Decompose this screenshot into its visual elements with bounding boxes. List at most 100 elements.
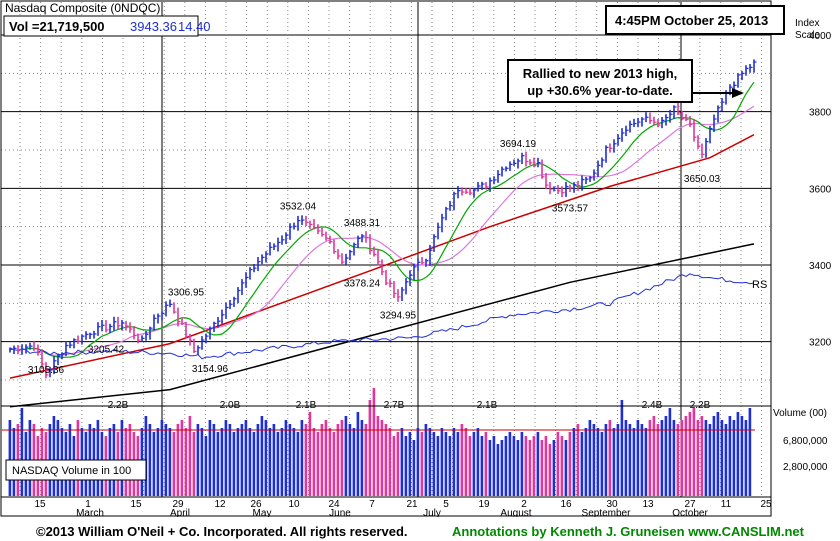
volume-bar [352, 428, 356, 496]
x-day-label: 24 [328, 499, 340, 510]
rs-label: RS [752, 279, 767, 291]
volume-bar [476, 428, 480, 496]
volume-bar [416, 428, 420, 496]
price-point-label: 3294.95 [380, 310, 417, 321]
x-day-label: 7 [369, 499, 375, 510]
x-month-label: April [170, 508, 190, 517]
volume-bar [596, 428, 600, 496]
y-tick-label: 3200 [809, 338, 832, 349]
volume-bar [160, 420, 164, 496]
volume-bar [460, 424, 464, 496]
volume-bar [232, 432, 236, 496]
x-month-label: September [582, 508, 632, 517]
volume-bar [356, 412, 360, 496]
price-point-label: 3573.57 [552, 203, 589, 214]
volume-bar [496, 444, 500, 496]
price-point-label: 3205.42 [88, 345, 125, 356]
volume-bar [184, 428, 188, 496]
volume-bar [328, 428, 332, 496]
volume-bar [516, 440, 520, 496]
volume-bar [608, 420, 612, 496]
volume-bar [512, 436, 516, 496]
volume-bar [712, 416, 716, 496]
volume-bar [276, 432, 280, 496]
volume-bar [348, 424, 352, 496]
volume-bar [732, 420, 736, 496]
volume-bar [288, 424, 292, 496]
x-day-label: 15 [130, 499, 142, 510]
x-day-label: 15 [34, 499, 46, 510]
volume-bar [676, 424, 680, 496]
volume-bar [624, 420, 628, 496]
x-day-label: 1 [85, 499, 91, 510]
volume-bar [208, 420, 212, 496]
volume-bar [632, 428, 636, 496]
volume-bar [520, 432, 524, 496]
volume-bar [52, 416, 56, 496]
volume-bar [576, 424, 580, 496]
volume-bar [564, 440, 568, 496]
volume-bar [612, 428, 616, 496]
volume-bar [152, 432, 156, 496]
volume-bar [8, 420, 12, 496]
price-point-label: 3378.24 [344, 278, 381, 289]
volume-bar [196, 424, 200, 496]
x-day-label: 29 [172, 499, 184, 510]
volume-bar [420, 432, 424, 496]
ma200-line [9, 243, 755, 408]
volume-bar [560, 436, 564, 496]
price-change: 14.40 [178, 19, 211, 34]
x-day-label: 11 [721, 499, 732, 510]
volume-bar [696, 420, 700, 496]
volume-bar [396, 432, 400, 496]
volume-bar [492, 436, 496, 496]
volume-bar [580, 432, 584, 496]
volume-bar [432, 432, 436, 496]
volume-panel-label-box [5, 459, 147, 481]
volume-bar [172, 432, 176, 496]
volume-bar [220, 428, 224, 496]
x-month-label: July [423, 508, 441, 517]
annotation-line-2: up +30.6% year-to-date. [527, 83, 673, 98]
quote-box [3, 15, 199, 37]
volume-bar [324, 420, 328, 496]
volume-bar [372, 388, 376, 496]
volume-bar [656, 424, 660, 496]
timestamp-box [605, 5, 785, 35]
y-tick-label: 3400 [809, 261, 832, 272]
volume-bar [384, 424, 388, 496]
volume-bar [692, 408, 696, 496]
volume-bar [688, 412, 692, 496]
x-month-label: June [329, 508, 351, 517]
volume-bar [340, 420, 344, 496]
x-day-label: 25 [760, 499, 772, 510]
annotations-credit: Annotations by Kenneth J. Gruneisen www.… [452, 524, 804, 539]
copyright-notice: ©2013 William O'Neil + Co. Incorporated.… [36, 524, 408, 539]
volume-bar [524, 436, 528, 496]
volume-bar [168, 428, 172, 496]
volume-bar [488, 440, 492, 496]
index-scale-label-2: Scale [795, 30, 820, 41]
volume-bar [680, 420, 684, 496]
volume-bar [456, 432, 460, 496]
price-point-label: 3488.31 [344, 218, 381, 229]
y-tick-label: 3600 [809, 184, 832, 195]
volume-readout: Vol =21,719,500 [9, 19, 105, 34]
volume-bar [164, 424, 168, 496]
volume-bar [224, 420, 228, 496]
volume-bar [604, 424, 608, 496]
volume-bar [740, 416, 744, 496]
volume-bar [720, 420, 724, 496]
volume-bar [360, 420, 364, 496]
volume-bar [528, 440, 532, 496]
volume-bar [508, 432, 512, 496]
volume-bar [188, 416, 192, 496]
volume-bar [700, 416, 704, 496]
volume-bar [540, 440, 544, 496]
annotation-line-1: Rallied to new 2013 high, [523, 66, 678, 81]
volume-bar [120, 420, 124, 496]
y-tick-label: 3800 [809, 108, 832, 119]
volume-bar [640, 424, 644, 496]
chart-labels: 3105.36 3205.42 3306.95 3154.96 3532.04 3378.… [28, 139, 772, 517]
